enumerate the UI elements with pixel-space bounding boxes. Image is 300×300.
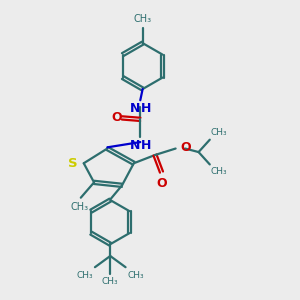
Text: CH₃: CH₃ <box>102 277 119 286</box>
Text: CH₃: CH₃ <box>127 271 144 280</box>
Text: S: S <box>68 157 77 170</box>
Text: N: N <box>130 102 140 115</box>
Text: CH₃: CH₃ <box>134 14 152 24</box>
Text: CH₃: CH₃ <box>70 202 89 212</box>
Text: O: O <box>180 141 191 154</box>
Text: CH₃: CH₃ <box>77 271 94 280</box>
Text: CH₃: CH₃ <box>211 128 228 137</box>
Text: CH₃: CH₃ <box>211 167 228 176</box>
Text: H: H <box>140 102 151 115</box>
Text: O: O <box>157 177 167 190</box>
Text: O: O <box>111 111 122 124</box>
Text: N: N <box>130 139 140 152</box>
Text: H: H <box>140 139 151 152</box>
